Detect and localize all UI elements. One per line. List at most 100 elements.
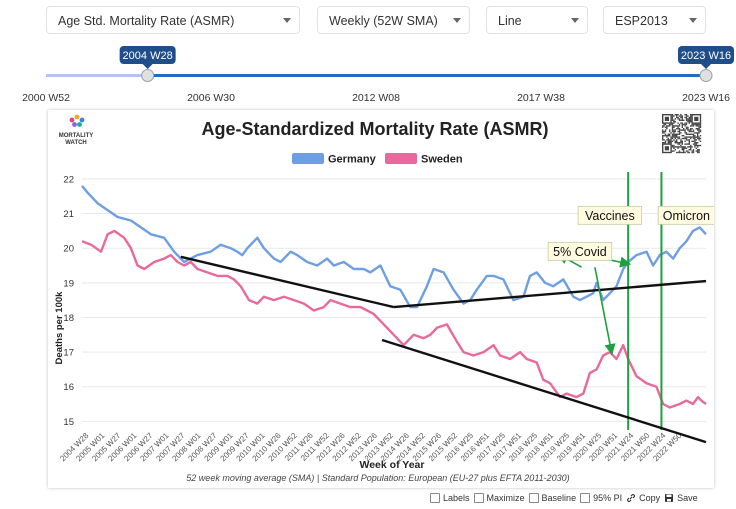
qr-module [664,130,667,133]
standard-select-value: ESP2013 [615,14,668,28]
qr-module [673,115,675,117]
qr-module [680,144,682,147]
qr-module [688,130,690,133]
qr-module [673,139,675,141]
qr-module [688,143,690,145]
qr-module [676,140,678,142]
labels-option-label[interactable]: Labels [443,493,470,503]
trend-line [381,338,707,444]
logo-text: WATCH [65,140,87,146]
qr-module [680,114,682,116]
qr-module [664,123,667,126]
qr-module [680,122,682,124]
chart-subtitle: 52 week moving average (SMA) | Standard … [186,473,569,483]
chevron-down-icon [453,18,461,23]
qr-module [676,125,678,127]
qr-module [670,140,672,142]
qr-module [673,130,675,133]
qr-module [673,136,675,138]
save-button[interactable]: Save [664,493,698,503]
qr-module [677,126,679,128]
qr-module [678,129,681,131]
qr-module [695,136,697,138]
qr-module [685,123,688,126]
qr-module [690,147,692,149]
qr-module [695,142,697,144]
qr-module [695,125,697,127]
qr-module [673,144,675,147]
qr-module [685,116,688,119]
chart-options-bar: Labels Maximize Baseline 95% PI Copy Sav… [426,491,698,505]
qr-module [687,133,689,135]
qr-module [677,128,679,130]
copy-link-button[interactable]: Copy [626,493,660,503]
baseline-checkbox[interactable] [528,493,539,503]
qr-module [676,135,678,137]
qr-module [699,140,702,142]
qr-module [674,146,676,148]
qr-module [680,151,682,154]
qr-module [671,144,674,147]
qr-module [685,128,688,130]
qr-module [684,125,686,127]
qr-module [691,128,693,130]
qr-module [664,126,667,128]
qr-module [690,114,692,116]
qr-module [677,114,679,116]
qr-module [690,149,692,151]
qr-module [673,135,675,137]
qr-module [678,150,681,152]
labels-checkbox[interactable] [430,493,440,503]
chart-style-select-value: Line [498,14,522,28]
pi-option-label[interactable]: 95% PI [593,493,623,503]
pi-checkbox[interactable] [580,493,591,503]
date-range-slider[interactable]: 2004 W28 2023 W16 2000 W52 2006 W30 2012… [0,40,736,106]
annotation-label: 5% Covid [553,245,607,259]
qr-module [684,140,686,142]
qr-module [692,129,695,131]
slider-tick-label: 2012 W08 [352,92,400,104]
qr-module [684,116,686,119]
legend-swatch-germany[interactable] [292,153,324,164]
annotation-box [657,205,714,225]
series-lines [81,185,707,409]
qr-module [690,129,692,131]
metric-select[interactable]: Age Std. Mortality Rate (ASMR) [46,6,300,34]
standard-select[interactable]: ESP2013 [603,6,706,34]
period-select[interactable]: Weekly (52W SMA) [317,6,470,34]
maximize-option-label[interactable]: Maximize [486,493,525,503]
qr-finder-core [664,146,669,151]
qr-module [694,140,696,142]
qr-module [669,130,671,133]
qr-module [678,130,681,133]
qr-module [666,139,668,141]
qr-module [674,135,676,137]
baseline-option-label[interactable]: Baseline [541,493,577,503]
qr-module [692,150,695,152]
qr-module [662,135,664,137]
qr-module [674,118,676,120]
qr-module [676,139,678,141]
chart-style-select[interactable]: Line [486,6,588,34]
slider-tick-label: 2017 W38 [517,92,565,104]
maximize-checkbox[interactable] [473,493,484,503]
qr-finder-core [664,116,669,121]
slider-start-handle[interactable] [141,69,155,82]
qr-module [694,135,696,137]
chart-legend[interactable]: Germany Sweden [292,153,463,166]
qr-module [698,123,700,126]
qr-module [680,116,682,119]
qr-module [674,149,676,151]
qr-module [690,137,692,140]
slider-end-handle[interactable] [699,69,713,82]
legend-label-germany[interactable]: Germany [328,154,377,166]
y-tick-label: 17 [63,348,74,359]
legend-swatch-sweden[interactable] [385,153,417,164]
qr-module [676,114,678,116]
x-axis-label: Week of Year [360,459,425,471]
qr-module [681,129,683,131]
qr-module [671,135,674,137]
legend-label-sweden[interactable]: Sweden [421,154,463,166]
qr-module [671,123,674,126]
qr-module [698,139,700,141]
